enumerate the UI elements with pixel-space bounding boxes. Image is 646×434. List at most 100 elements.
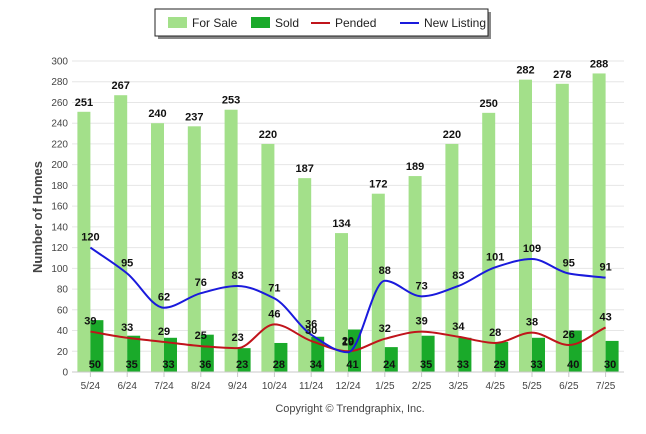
for-sale-bar [408,176,422,372]
new-listing-data-label: 36 [305,319,317,331]
y-tick-label: 280 [51,77,68,88]
sold-data-label: 40 [567,359,579,371]
x-tick-label: 7/24 [154,381,174,392]
x-tick-label: 6/24 [117,381,137,392]
sold-bar [127,335,141,372]
x-tick-label: 5/24 [81,381,101,392]
sold-data-label: 34 [310,359,323,371]
sold-bar [200,334,214,372]
copyright-credit: Copyright © Trendgraphix, Inc. [275,403,424,415]
y-tick-label: 40 [57,326,69,337]
y-tick-label: 180 [51,181,68,192]
new-listing-data-label: 19 [342,336,354,348]
for-sale-bar [445,143,459,372]
x-tick-label: 6/25 [559,381,579,392]
pended-data-label: 39 [415,316,427,328]
sold-bar [274,342,288,372]
new-listing-data-label: 83 [452,270,464,282]
y-tick-label: 260 [51,98,68,109]
x-tick-label: 1/25 [375,381,395,392]
new-listing-data-label: 73 [415,280,427,292]
bar-layer [77,73,619,373]
new-listing-data-label: 109 [523,243,541,255]
for-sale-data-label: 253 [222,95,240,107]
pended-data-label: 26 [563,329,575,341]
pended-data-label: 38 [526,317,538,329]
for-sale-data-label: 187 [296,163,314,175]
pended-data-label: 46 [268,308,280,320]
for-sale-data-label: 220 [259,129,277,141]
sold-bar [384,347,398,372]
y-tick-label: 300 [51,57,68,68]
x-tick-label: 8/24 [191,381,211,392]
new-listing-legend-label: New Listing [424,16,486,30]
pended-data-label: 43 [599,311,611,323]
for-sale-data-label: 251 [75,97,93,109]
sold-data-label: 33 [457,359,469,371]
sold-data-label: 50 [89,359,101,371]
y-tick-label: 220 [51,139,68,150]
sold-bar [421,335,435,372]
for-sale-data-label: 134 [332,218,351,230]
sold-data-label: 23 [236,359,248,371]
sold-data-label: 33 [162,359,174,371]
new-listing-data-label: 91 [599,262,611,274]
y-tick-label: 140 [51,222,68,233]
y-tick-label: 60 [57,305,69,316]
y-tick-label: 240 [51,119,68,130]
for-sale-bar [592,73,606,372]
sold-bar [237,348,251,372]
for-sale-data-label: 189 [406,161,424,173]
new-listing-data-label: 101 [486,251,504,263]
pended-data-label: 23 [231,332,243,344]
for-sale-data-label: 237 [185,111,203,123]
x-tick-label: 12/24 [335,381,360,392]
sold-bar [495,341,509,372]
x-tick-label: 5/25 [522,381,542,392]
for-sale-bar [335,233,348,372]
x-tick-label: 3/25 [449,381,469,392]
pended-data-label: 29 [158,326,170,338]
for-sale-data-label: 288 [590,58,608,70]
sold-data-label: 30 [604,359,616,371]
new-listing-line [89,246,606,354]
x-tick-label: 10/24 [262,381,287,392]
sold-data-label: 41 [346,359,358,371]
for-sale-data-label: 240 [148,108,166,120]
x-tick-label: 11/24 [299,381,324,392]
for-sale-bar [482,112,496,372]
pended-data-label: 32 [379,323,391,335]
y-tick-label: 100 [51,264,68,275]
y-tick-label: 120 [51,243,68,254]
sold-data-label: 24 [383,359,396,371]
pended-data-label: 39 [84,316,96,328]
for-sale-legend-label: For Sale [192,16,238,30]
sold-data-label: 33 [530,359,542,371]
sold-bar [605,340,619,372]
y-tick-label: 80 [57,285,69,296]
y-axis-title: Number of Homes [30,161,45,273]
for-sale-bar [77,111,91,373]
sold-data-label: 29 [494,359,506,371]
sold-bar [568,330,582,372]
x-tick-label: 7/25 [596,381,616,392]
new-listing-data-label: 95 [121,258,133,270]
for-sale-bar [224,109,238,373]
for-sale-data-label: 220 [443,129,461,141]
pended-data-label: 28 [489,327,501,339]
x-tick-label: 2/25 [412,381,432,392]
pended-data-label: 33 [121,322,133,334]
for-sale-bar [555,83,569,372]
pended-data-label: 34 [452,321,465,333]
x-tick-label: 9/24 [228,381,248,392]
for-sale-data-label: 282 [516,65,534,77]
for-sale-bar [114,95,128,373]
sold-legend-swatch [251,17,270,28]
for-sale-data-label: 172 [369,179,387,191]
new-listing-data-label: 62 [158,292,170,304]
line-layer [89,246,607,354]
legend: For Sale Sold Pended New Listing [154,8,491,39]
for-sale-bar [371,193,385,372]
